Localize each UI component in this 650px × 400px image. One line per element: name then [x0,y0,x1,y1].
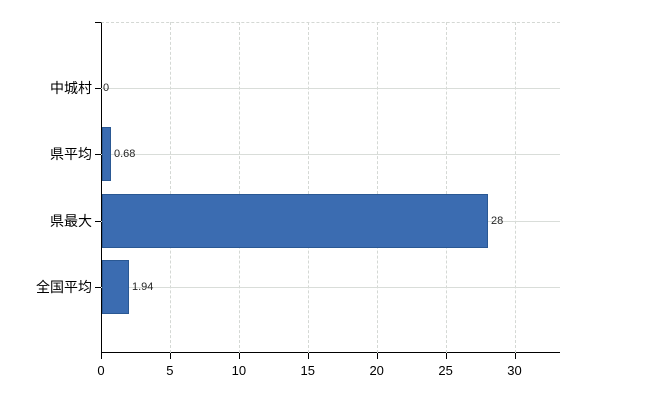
vertical-gridline [376,22,378,353]
x-tick-label: 15 [300,363,315,378]
horizontal-gridline [101,88,560,90]
x-tick-mark [376,353,378,359]
vertical-gridline [238,22,240,353]
bar [102,260,129,314]
x-tick-mark [101,353,102,359]
y-tick-mark [95,154,101,156]
bar-value-label: 28 [491,215,504,227]
y-tick-mark [95,286,101,288]
x-tick-label: 20 [369,363,384,378]
bar-value-label: 0 [103,82,110,94]
y-tick-mark [95,220,101,222]
vertical-gridline [169,22,171,353]
plot-area [101,22,560,353]
category-label: 中城村 [50,80,92,96]
x-tick-label: 0 [97,363,105,378]
x-tick-label: 30 [507,363,522,378]
x-tick-mark [445,353,447,359]
x-tick-label: 5 [166,363,174,378]
horizontal-gridline [101,154,560,156]
x-tick-mark [169,353,171,359]
vertical-gridline [307,22,309,353]
horizontal-gridline [101,286,560,288]
bar-value-label: 1.94 [132,281,154,293]
x-tick-mark [238,353,240,359]
vertical-gridline [514,22,516,353]
category-label: 全国平均 [36,279,92,295]
bar-value-label: 0.68 [114,148,136,160]
x-tick-label: 25 [438,363,453,378]
y-axis-top-tick [95,22,101,23]
category-label: 県最大 [50,213,92,229]
y-tick-mark [95,88,101,90]
bar [102,194,488,248]
vertical-gridline [445,22,447,353]
bar [102,127,111,181]
x-tick-mark [307,353,309,359]
x-tick-label: 10 [231,363,247,378]
category-label: 県平均 [50,146,92,162]
x-tick-mark [514,353,516,359]
